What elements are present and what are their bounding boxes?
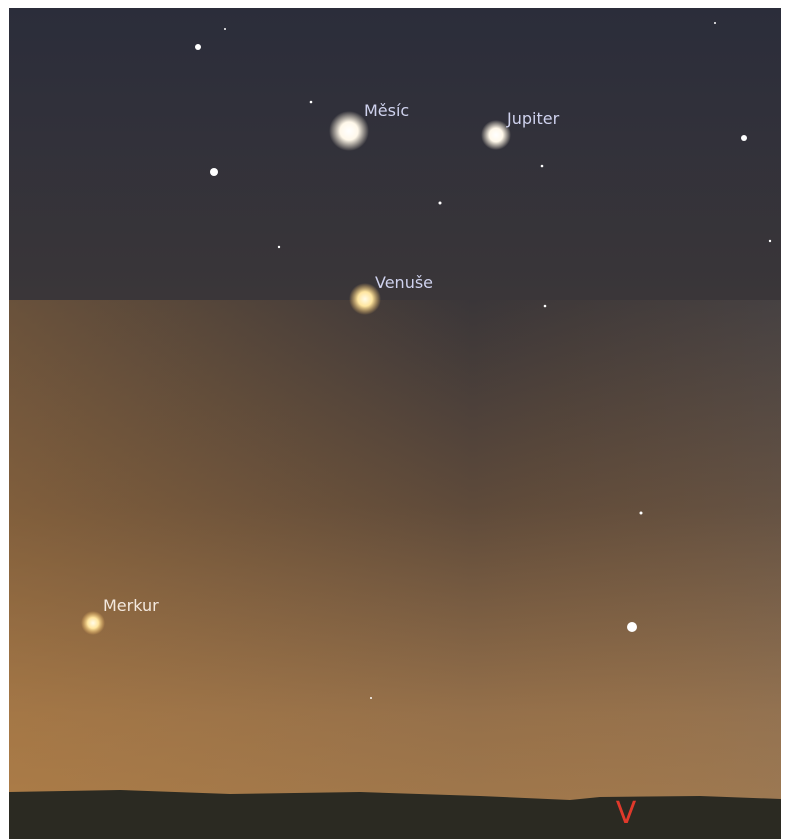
object-label: Venuše (375, 273, 433, 292)
cardinal-point: V (616, 796, 637, 831)
object-label: Merkur (103, 596, 159, 615)
object-label: Měsíc (364, 101, 409, 120)
object-label: Jupiter (506, 109, 560, 128)
star (544, 305, 547, 308)
star (224, 28, 226, 30)
star (439, 202, 442, 205)
star (541, 165, 544, 168)
star (310, 101, 313, 104)
star (741, 135, 747, 141)
star (210, 168, 218, 176)
star (627, 622, 637, 632)
star (714, 22, 716, 24)
moon (329, 111, 369, 151)
star (640, 512, 643, 515)
sky-view: Měsíc Jupiter Venuše Merkur V (0, 0, 788, 839)
mercury (81, 611, 105, 635)
twilight (9, 300, 781, 839)
star (278, 246, 280, 248)
page: Měsíc Jupiter Venuše Merkur V (() => { c… (0, 0, 788, 839)
star (370, 697, 372, 699)
horizon (9, 790, 781, 839)
star (195, 44, 201, 50)
star (769, 240, 771, 242)
